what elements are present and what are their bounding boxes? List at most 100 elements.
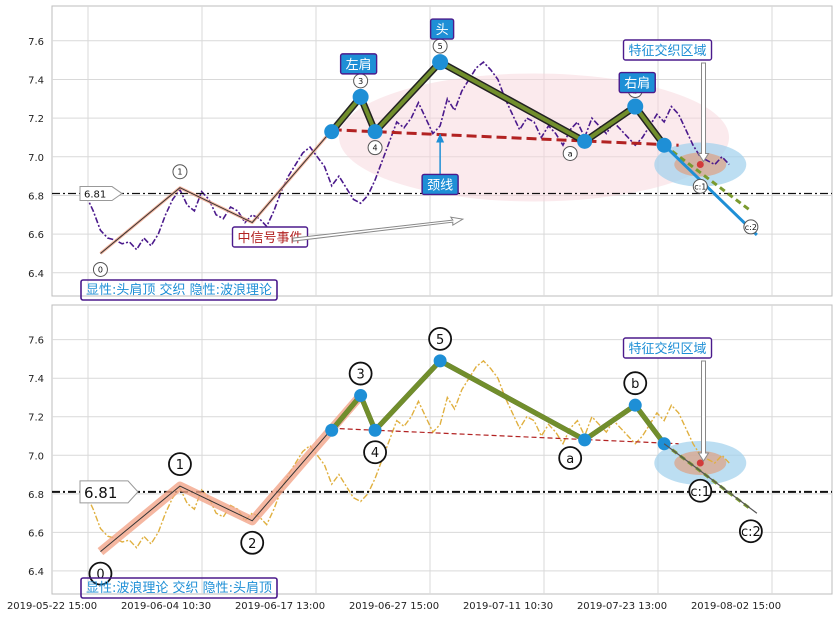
annotation-neckline: 颈线	[427, 178, 453, 193]
y-tick-label: 7.6	[28, 336, 44, 347]
y-tick-label: 6.8	[28, 490, 44, 501]
ref-level-label: 6.81	[84, 484, 117, 502]
wave-label-text: 4	[371, 446, 379, 461]
wave-label-text: b	[631, 377, 639, 392]
x-axis: 2019-05-22 15:00 2019-06-04 10:30 2019-06-…	[7, 601, 781, 612]
y-tick-label: 7.4	[28, 374, 44, 385]
pattern-node	[324, 124, 340, 140]
x-tick-label: 2019-06-04 10:30	[121, 601, 211, 612]
wave-label-circle	[367, 140, 383, 156]
wave-label-text: 0	[98, 265, 103, 274]
wave-label-text: 1	[176, 458, 184, 473]
wave-label-circle	[743, 219, 759, 235]
zone-arrow	[697, 62, 710, 163]
x-tick-label: 2019-07-23 13:00	[577, 601, 667, 612]
y-tick-label: 6.6	[28, 230, 44, 241]
zone-arrow	[697, 360, 710, 462]
wave-label-text: 2	[248, 537, 256, 552]
wave-label-text: c:2	[745, 223, 757, 232]
annotation-box-right_shoulder	[618, 71, 656, 94]
wave-label-circle	[348, 361, 373, 386]
wave-label-text: 3	[356, 368, 364, 383]
wave-label-circle	[92, 261, 108, 277]
annotation-zone: 特征交织区域	[629, 341, 707, 357]
price-line	[85, 359, 730, 549]
wave-label-circle	[692, 178, 708, 194]
wave-label-circle	[623, 371, 648, 396]
annotation-box-zone	[622, 337, 713, 359]
annotation-left_shoulder: 左肩	[346, 57, 372, 73]
y-tick-label: 7.2	[28, 114, 44, 125]
c-wave-line	[663, 144, 758, 237]
wave-label-text: 0	[96, 568, 104, 583]
ref-level-arrow	[79, 186, 123, 202]
annotation-mid_event: 中信号事件	[237, 231, 302, 246]
wave-label-text: c:1	[694, 182, 706, 191]
price-line	[85, 60, 730, 251]
pattern-node	[325, 423, 339, 437]
zone-center-dot	[696, 161, 704, 169]
wave-label-text: c:1	[690, 485, 710, 500]
wave-label-circle	[363, 440, 387, 465]
wave-label-text: a	[568, 149, 573, 158]
c-wave-line	[663, 443, 758, 514]
y-tick-label: 7.4	[28, 75, 44, 86]
y-tick-label: 6.8	[28, 191, 44, 202]
wave-line	[100, 395, 361, 552]
ref-level-arrow	[79, 480, 139, 504]
annotation-box-head	[429, 18, 455, 40]
y-tick-label: 6.4	[28, 567, 44, 578]
mid-event-arrow	[292, 216, 465, 242]
wave-label-circle	[88, 561, 113, 586]
wave-label-circle	[558, 446, 583, 470]
annotation-zone: 特征交织区域	[629, 43, 707, 59]
wave-label-circle	[172, 164, 188, 180]
pattern-node	[368, 423, 382, 437]
x-tick-label: 2019-06-27 15:00	[349, 601, 439, 612]
pattern-node	[367, 124, 383, 140]
pattern-node	[577, 133, 593, 149]
y-tick-label: 7.0	[28, 451, 44, 462]
wave-label-text: c:2	[741, 525, 761, 540]
ref-level-label: 6.81	[84, 190, 106, 201]
y-tick-label: 6.4	[28, 269, 44, 280]
wave-line	[100, 96, 361, 254]
wave-label-text: 5	[436, 333, 444, 348]
pattern-node	[352, 88, 369, 105]
annotation-box-neckline	[421, 173, 459, 196]
y-tick-label: 7.0	[28, 153, 44, 164]
wave-label-circle	[168, 452, 192, 477]
y-tick-label: 7.6	[28, 37, 44, 48]
wave-label-text: a	[566, 452, 574, 467]
mode-label: 显性:波浪理论 交织 隐性:头肩顶	[86, 580, 272, 596]
annotation-head: 头	[436, 23, 449, 38]
wave-label-text: 3	[358, 77, 363, 86]
mode-label: 显性:头肩顶 交织 隐性:波浪理论	[86, 282, 272, 298]
neckline-arrowhead	[436, 133, 445, 143]
pattern-node	[627, 98, 644, 115]
panel-top: 6.46.66.87.07.27.47.66.81012345abc:1c:2显…	[28, 5, 833, 301]
x-tick-label: 2019-05-22 15:00	[7, 601, 97, 612]
zone-center-dot	[696, 459, 704, 467]
wave-label-text: 5	[438, 42, 443, 51]
mode-label-box	[80, 577, 278, 599]
mode-label-box	[80, 279, 278, 301]
y-tick-label: 7.2	[28, 413, 44, 424]
y-tick-label: 6.6	[28, 528, 44, 539]
wave-label-text: 4	[373, 144, 378, 153]
pattern-node	[578, 433, 592, 447]
annotation-box-zone	[622, 39, 713, 61]
neckline	[331, 128, 679, 147]
x-tick-label: 2019-07-11 10:30	[463, 601, 553, 612]
pattern-node	[433, 354, 447, 368]
neckline	[331, 427, 679, 445]
pattern-node	[432, 54, 449, 71]
x-tick-label: 2019-06-17 13:00	[235, 601, 325, 612]
pattern-node	[354, 389, 368, 403]
wave-label-text: 1	[177, 168, 182, 177]
wave-label-circle	[428, 326, 453, 351]
x-tick-label: 2019-08-02 15:00	[691, 601, 781, 612]
wave-label-circle	[562, 145, 578, 161]
pattern-node	[628, 398, 642, 412]
